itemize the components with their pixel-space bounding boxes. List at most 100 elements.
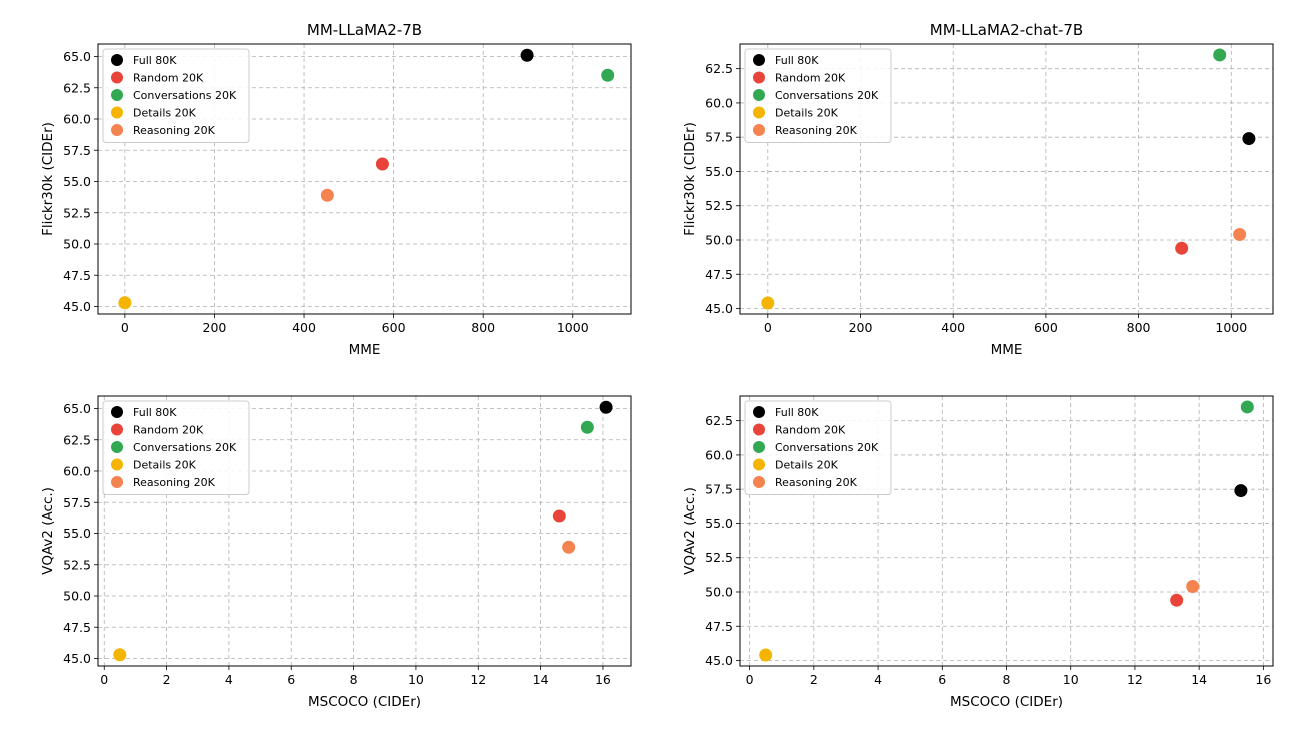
legend-label: Random 20K — [133, 424, 204, 437]
legend-label: Conversations 20K — [775, 441, 879, 454]
legend-label: Conversations 20K — [775, 89, 879, 102]
y-tick-label: 47.5 — [705, 619, 733, 634]
y-tick-label: 45.0 — [63, 299, 91, 314]
legend-marker — [753, 54, 765, 66]
y-tick-label: 62.5 — [705, 61, 733, 76]
legend-marker — [111, 54, 123, 66]
y-tick-label: 47.5 — [63, 268, 91, 283]
legend-marker — [111, 423, 123, 436]
x-tick-label: 2 — [810, 672, 818, 687]
x-axis-label: MSCOCO (CIDEr) — [950, 694, 1063, 710]
x-tick-label: 12 — [1127, 672, 1143, 687]
y-tick-label: 60.0 — [63, 112, 91, 127]
y-tick-label: 60.0 — [63, 464, 91, 479]
legend-box — [744, 400, 892, 495]
y-tick-label: 45.0 — [705, 301, 733, 316]
data-point-reasoning-20k — [1186, 580, 1200, 594]
data-point-conversations-20k — [601, 68, 615, 82]
y-tick-label: 50.0 — [63, 237, 91, 252]
legend-label: Full 80K — [775, 54, 819, 67]
y-tick-label: 62.5 — [705, 413, 733, 428]
x-tick-label: 4 — [225, 672, 233, 687]
y-tick-label: 47.5 — [705, 267, 733, 282]
chart-title: MM-LLaMA2-chat-7B — [930, 21, 1083, 39]
plot-frame — [739, 43, 1274, 315]
x-tick-label: 14 — [533, 672, 549, 687]
y-axis-label: Flickr30k (CIDEr) — [40, 122, 56, 236]
legend-marker — [111, 406, 123, 418]
legend: Full 80K Random 20K Conversations 20K Detai… — [102, 48, 250, 143]
legend-marker — [111, 476, 123, 488]
y-tick-label: 60.0 — [705, 95, 733, 110]
y-tick-label: 52.5 — [705, 198, 733, 213]
x-tick-label: 10 — [1063, 672, 1079, 687]
y-tick-label: 47.5 — [63, 620, 91, 635]
legend-label: Reasoning 20K — [775, 124, 858, 137]
data-point-random-20k — [1170, 593, 1184, 607]
x-tick-label: 16 — [1255, 672, 1271, 687]
data-point-reasoning-20k — [562, 540, 576, 554]
x-tick-label: 400 — [941, 320, 965, 335]
y-tick-label: 65.0 — [63, 49, 91, 64]
data-point-conversations-20k — [580, 420, 594, 434]
data-point-random-20k — [1175, 241, 1189, 255]
x-axis-label: MME — [991, 342, 1023, 358]
x-tick-label: 2 — [163, 672, 171, 687]
legend-marker — [111, 458, 123, 471]
y-tick-label: 55.0 — [705, 164, 733, 179]
x-tick-label: 8 — [1003, 672, 1011, 687]
y-tick-label: 57.5 — [63, 495, 91, 510]
chart-panel-4: 0 2 4 6 8 10 12 14 16 45.0 47.5 50.0 52.5 55.0 57.5 60.… — [682, 395, 1274, 710]
x-tick-label: 14 — [1191, 672, 1207, 687]
legend: Full 80K Random 20K Conversations 20K Detai… — [102, 400, 250, 495]
legend-label: Full 80K — [133, 54, 177, 67]
data-point-full-80k — [520, 48, 534, 62]
legend-label: Random 20K — [775, 424, 846, 437]
x-tick-label: 800 — [1127, 320, 1151, 335]
data-point-reasoning-20k — [320, 188, 334, 202]
x-tick-label: 0 — [746, 672, 754, 687]
legend-marker — [111, 71, 123, 84]
legend-marker — [753, 406, 765, 418]
data-point-full-80k — [1234, 484, 1248, 498]
x-tick-label: 0 — [121, 320, 129, 335]
x-tick-label: 8 — [350, 672, 358, 687]
legend-label: Details 20K — [133, 459, 197, 472]
legend: Full 80K Random 20K Conversations 20K Detai… — [744, 48, 892, 143]
x-axis-label: MSCOCO (CIDEr) — [308, 694, 421, 710]
y-tick-label: 52.5 — [63, 557, 91, 572]
data-point-random-20k — [552, 509, 566, 523]
x-tick-label: 10 — [408, 672, 424, 687]
plot-frame — [739, 395, 1274, 667]
legend-marker — [753, 476, 765, 488]
x-tick-label: 400 — [292, 320, 316, 335]
y-axis-label: Flickr30k (CIDEr) — [682, 122, 698, 236]
legend-label: Details 20K — [775, 459, 839, 472]
legend-box — [102, 48, 250, 143]
data-point-details-20k — [759, 648, 773, 662]
x-tick-label: 1000 — [1215, 320, 1247, 335]
legend-label: Full 80K — [775, 406, 819, 419]
x-tick-label: 12 — [470, 672, 486, 687]
legend-label: Random 20K — [775, 72, 846, 85]
data-point-details-20k — [118, 296, 132, 310]
legend-marker — [111, 106, 123, 119]
legend-label: Conversations 20K — [133, 89, 237, 102]
legend-marker — [111, 124, 123, 136]
y-tick-label: 60.0 — [705, 447, 733, 462]
legend-marker — [111, 89, 123, 101]
x-tick-label: 200 — [849, 320, 873, 335]
y-tick-label: 55.0 — [63, 526, 91, 541]
legend-marker — [753, 458, 765, 471]
legend-label: Reasoning 20K — [775, 476, 858, 489]
data-point-details-20k — [761, 296, 775, 310]
y-tick-label: 57.5 — [63, 143, 91, 158]
x-tick-label: 600 — [382, 320, 406, 335]
legend-marker — [111, 441, 123, 453]
legend-box — [102, 400, 250, 495]
legend-label: Random 20K — [133, 72, 204, 85]
data-point-full-80k — [599, 400, 613, 414]
y-tick-label: 57.5 — [705, 130, 733, 145]
legend-box — [744, 48, 892, 143]
